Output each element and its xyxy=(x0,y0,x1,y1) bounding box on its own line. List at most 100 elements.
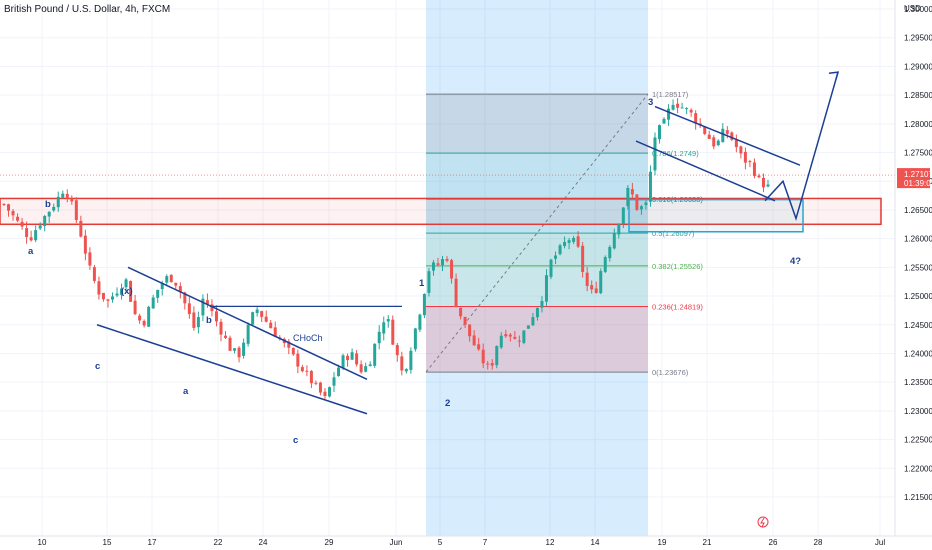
candle-body xyxy=(680,107,684,109)
candle-body xyxy=(178,286,182,293)
candle-body xyxy=(531,317,535,326)
candle-body xyxy=(156,289,160,298)
price-tick-label: 1.22500 xyxy=(904,436,932,445)
candle-body xyxy=(255,309,259,314)
candle-body xyxy=(513,336,517,339)
candle-body xyxy=(739,146,743,154)
candle-body xyxy=(228,337,232,351)
candle-body xyxy=(323,391,327,397)
candle-body xyxy=(743,151,747,163)
candle-body xyxy=(752,162,756,176)
candle-body xyxy=(526,325,530,329)
candle-body xyxy=(377,331,381,344)
candle-body xyxy=(445,259,449,261)
current-price-badge xyxy=(897,168,930,189)
candle-body xyxy=(106,299,110,301)
price-tick-label: 1.22000 xyxy=(904,464,932,473)
candle-body xyxy=(391,319,395,345)
drawings xyxy=(96,71,840,415)
price-tick-label: 1.21500 xyxy=(904,493,932,502)
candle-body xyxy=(612,233,616,249)
economic-event-icon xyxy=(757,516,769,528)
fib-trend-line xyxy=(425,93,649,373)
candle-body xyxy=(97,281,101,295)
candle-body xyxy=(639,206,643,210)
candle-body xyxy=(359,364,363,373)
fib-level-label: 0.236(1.24819) xyxy=(652,302,703,311)
candle-body xyxy=(219,321,223,335)
time-tick-label: 19 xyxy=(658,538,667,547)
current-price-value: 1.27107 xyxy=(904,170,932,179)
price-tick-label: 1.24500 xyxy=(904,321,932,330)
grid xyxy=(0,0,895,536)
candle-body xyxy=(11,211,15,216)
time-tick-label: 26 xyxy=(769,538,778,547)
candle-body xyxy=(540,300,544,308)
candle-body xyxy=(350,352,354,360)
price-tick-label: 1.26000 xyxy=(904,235,932,244)
candle-body xyxy=(694,113,698,124)
wave-projection-path xyxy=(764,71,839,222)
candle-body xyxy=(246,324,250,344)
candle-body xyxy=(7,204,11,211)
candle-body xyxy=(38,225,42,229)
wave-label-a: a xyxy=(28,246,34,257)
candle-body xyxy=(364,366,368,372)
candle-body xyxy=(572,238,576,242)
time-tick-label: 29 xyxy=(325,538,334,547)
candle-body xyxy=(138,315,142,321)
time-tick-label: 12 xyxy=(546,538,555,547)
candle-body xyxy=(83,235,87,254)
lightning-icon xyxy=(760,517,765,528)
fib-level-label: 0.786(1.2749) xyxy=(652,149,699,158)
candle-body xyxy=(658,125,662,140)
candle-body xyxy=(74,200,78,221)
symbol-title: British Pound / U.S. Dollar, 4h, FXCM xyxy=(4,4,171,15)
candle-body xyxy=(120,288,124,295)
date-range-highlight xyxy=(426,0,648,536)
channel-lower-line xyxy=(96,324,368,415)
candle-body xyxy=(264,316,268,322)
candle-body xyxy=(766,184,770,187)
candle-body xyxy=(558,245,562,255)
candle-body xyxy=(382,322,386,334)
candle-body xyxy=(142,320,146,326)
candle-body xyxy=(260,311,264,317)
candle-body xyxy=(481,349,485,364)
time-tick-label: 22 xyxy=(214,538,223,547)
candle-body xyxy=(459,307,463,317)
price-tick-label: 1.29500 xyxy=(904,34,932,43)
candle-body xyxy=(341,355,345,369)
candle-body xyxy=(671,104,675,110)
candle-body xyxy=(585,272,589,286)
candle-body xyxy=(210,304,214,312)
candle-body xyxy=(192,312,196,328)
fib-band xyxy=(426,199,648,234)
candle-body xyxy=(477,344,481,350)
fib-level-label: 1(1.28517) xyxy=(652,90,689,99)
candle-body xyxy=(748,161,752,163)
price-axis-bg xyxy=(895,0,932,550)
price-tick-label: 1.24000 xyxy=(904,349,932,358)
candle-body xyxy=(590,285,594,290)
candle-body xyxy=(214,311,218,322)
price-tick-label: 1.28500 xyxy=(904,91,932,100)
candles xyxy=(2,98,770,400)
candle-body xyxy=(563,242,567,246)
candle-body xyxy=(400,356,404,371)
wave-labels: b a c (x) b a CHoCh c 1 2 3 4? xyxy=(28,97,801,446)
candle-body xyxy=(224,335,228,338)
wave-label-b-mid: b xyxy=(206,315,212,326)
candle-body xyxy=(160,283,164,290)
candle-body xyxy=(499,335,503,348)
candle-body xyxy=(355,353,359,365)
candle-body xyxy=(422,293,426,316)
candle-body xyxy=(129,280,133,302)
candle-body xyxy=(508,334,512,337)
candle-body xyxy=(187,303,191,315)
candle-body xyxy=(70,198,74,202)
fib-band xyxy=(426,265,648,307)
